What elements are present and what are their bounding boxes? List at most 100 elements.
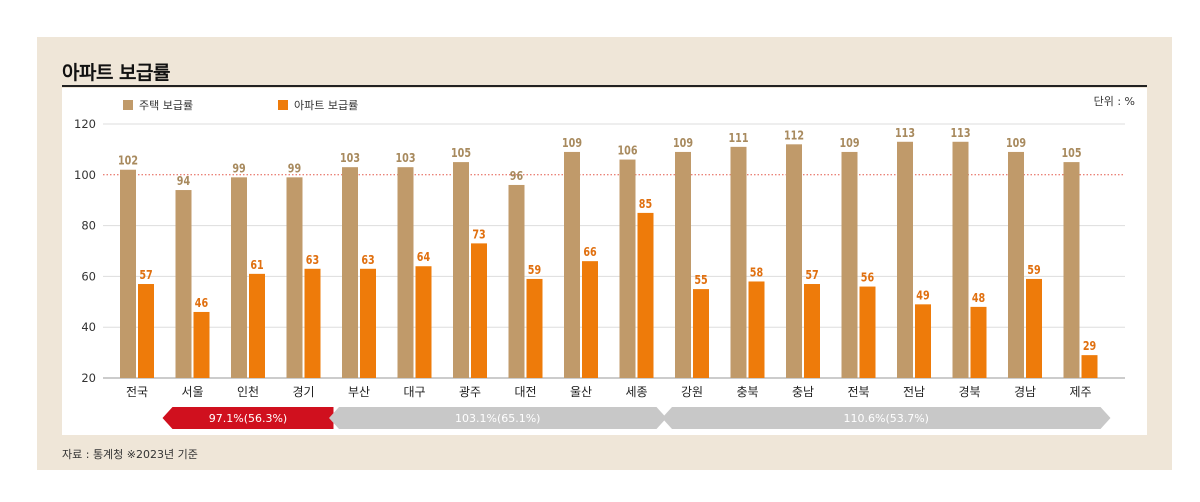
bar-housing xyxy=(952,141,969,378)
data-label-housing: 109 xyxy=(839,136,859,150)
unit-label: 단위 : % xyxy=(1094,95,1135,108)
data-label-housing: 112 xyxy=(784,128,804,142)
bar-housing xyxy=(619,159,636,378)
x-tick-label: 충남 xyxy=(792,385,814,399)
data-label-apartment: 59 xyxy=(528,263,541,277)
data-label-apartment: 57 xyxy=(805,268,818,282)
data-label-housing: 105 xyxy=(451,146,471,160)
bar-housing xyxy=(508,184,525,378)
legend-label-1: 주택 보급률 xyxy=(139,99,193,112)
bar-apartment xyxy=(859,286,876,378)
bar-apartment xyxy=(360,268,376,378)
data-label-housing: 109 xyxy=(562,136,582,150)
region-banner xyxy=(162,407,334,429)
y-tick-label: 80 xyxy=(81,219,96,233)
data-label-apartment: 29 xyxy=(1083,339,1096,353)
bar-apartment xyxy=(637,212,654,378)
bar-apartment xyxy=(970,306,987,378)
bar-housing xyxy=(453,162,469,378)
bar-housing xyxy=(286,177,303,378)
data-label-housing: 99 xyxy=(232,161,245,175)
bar-housing xyxy=(175,190,192,378)
bar-housing xyxy=(397,167,414,378)
bar-apartment xyxy=(693,289,709,378)
bar-housing xyxy=(564,151,580,378)
x-tick-label: 부산 xyxy=(348,385,370,399)
x-tick-label: 전북 xyxy=(847,385,869,399)
data-label-housing: 111 xyxy=(728,131,748,145)
bar-housing xyxy=(786,144,802,378)
x-tick-label: 전남 xyxy=(903,385,925,399)
x-tick-label: 제주 xyxy=(1069,385,1091,399)
y-tick-label: 20 xyxy=(81,371,96,385)
bar-apartment xyxy=(915,304,931,378)
x-tick-label: 인천 xyxy=(237,384,259,399)
region-banner-label: 103.1%(65.1%) xyxy=(455,412,540,425)
data-label-apartment: 49 xyxy=(916,288,929,302)
data-label-housing: 103 xyxy=(395,151,415,165)
region-banner-label: 97.1%(56.3%) xyxy=(209,412,287,425)
data-label-apartment: 61 xyxy=(250,258,263,272)
x-tick-label: 경남 xyxy=(1014,385,1036,399)
data-label-housing: 113 xyxy=(950,126,970,140)
bar-housing xyxy=(897,141,913,378)
y-tick-label: 40 xyxy=(81,320,96,334)
data-label-housing: 109 xyxy=(1006,136,1026,150)
x-tick-label: 경북 xyxy=(958,385,980,399)
x-tick-label: 경기 xyxy=(292,385,314,399)
data-label-housing: 105 xyxy=(1061,146,1081,160)
bar-housing xyxy=(342,167,358,378)
bar-apartment xyxy=(193,311,210,378)
region-banner-label: 110.6%(53.7%) xyxy=(844,412,929,425)
bar-apartment xyxy=(249,273,265,378)
x-tick-label: 대전 xyxy=(514,385,536,399)
data-label-apartment: 58 xyxy=(750,265,763,279)
x-tick-label: 전국 xyxy=(126,385,148,399)
data-label-apartment: 64 xyxy=(417,250,431,264)
x-tick-label: 울산 xyxy=(570,385,592,399)
data-label-apartment: 46 xyxy=(195,296,208,310)
data-label-housing: 113 xyxy=(895,126,915,140)
data-label-apartment: 73 xyxy=(472,227,485,241)
data-label-housing: 96 xyxy=(510,169,523,183)
legend-swatch-1 xyxy=(123,100,133,110)
data-label-apartment: 63 xyxy=(306,253,319,267)
region-banner xyxy=(662,407,1111,429)
bar-apartment xyxy=(471,243,487,378)
bar-housing xyxy=(675,151,691,378)
data-label-housing: 94 xyxy=(177,174,191,188)
y-tick-label: 100 xyxy=(74,168,96,182)
bar-apartment xyxy=(138,284,154,378)
data-label-housing: 99 xyxy=(288,161,301,175)
bar-apartment xyxy=(804,284,820,378)
x-tick-label: 서울 xyxy=(181,385,203,399)
data-label-apartment: 48 xyxy=(972,291,985,305)
x-tick-label: 광주 xyxy=(459,385,481,399)
legend-swatch-2 xyxy=(278,100,288,110)
x-tick-label: 대구 xyxy=(403,385,425,399)
bar-housing xyxy=(1063,162,1080,378)
bar-housing xyxy=(730,146,747,378)
data-label-housing: 102 xyxy=(118,154,138,168)
bar-housing xyxy=(120,169,136,378)
bar-apartment xyxy=(1026,278,1042,378)
title-rule xyxy=(62,85,1147,87)
x-tick-label: 강원 xyxy=(681,385,703,399)
x-tick-label: 세종 xyxy=(625,385,647,399)
source-note: 자료 : 통계청 ※2023년 기준 xyxy=(62,448,198,461)
data-label-apartment: 57 xyxy=(139,268,152,282)
data-label-apartment: 85 xyxy=(639,197,652,211)
bar-apartment xyxy=(304,268,321,378)
y-tick-label: 60 xyxy=(81,269,96,283)
bar-apartment xyxy=(415,266,432,378)
data-label-housing: 109 xyxy=(673,136,693,150)
data-label-apartment: 59 xyxy=(1027,263,1040,277)
bar-apartment xyxy=(1081,355,1098,378)
data-label-apartment: 66 xyxy=(583,245,596,259)
data-label-apartment: 63 xyxy=(361,253,374,267)
data-label-apartment: 55 xyxy=(694,273,707,287)
y-tick-label: 120 xyxy=(74,117,96,131)
data-label-apartment: 56 xyxy=(861,271,874,285)
bar-housing xyxy=(1008,151,1024,378)
data-label-housing: 103 xyxy=(340,151,360,165)
